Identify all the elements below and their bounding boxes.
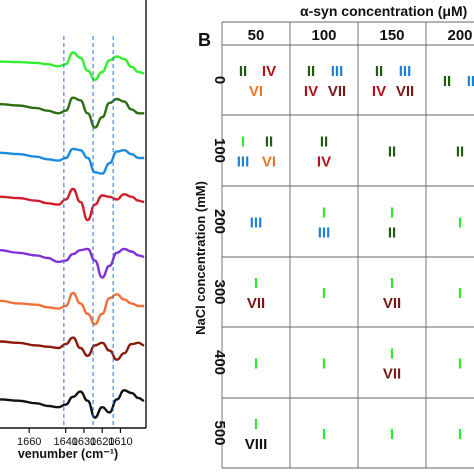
col-axis-title: α-syn concentration (μM) [300,3,467,19]
cell-class-i: I [322,426,326,443]
cell-class-ii: II [239,63,247,80]
cell-class-vii: VII [247,295,265,312]
cell-class-iv: IV [372,83,386,100]
cell-class-i: I [254,356,258,373]
row-header-100: 100 [211,138,228,163]
row-headers: 0 100 200 300 400 500 [211,76,228,446]
cell-class-iii: III [250,215,263,232]
col-header-50: 50 [248,27,265,44]
cell-class-i: I [390,205,394,222]
reference-lines [63,36,114,428]
cell-class-ii: II [388,225,396,242]
cell-class-iv: IV [262,63,276,80]
cell-class-vi: VI [249,83,263,100]
cell-class-viii: VIII [245,436,268,453]
cell-class-ii: II [443,73,451,90]
cell-class-i: I [458,285,462,302]
row-header-200: 200 [211,209,228,234]
panel-b-label: B [198,30,211,50]
spectrum-line-1 [0,51,145,82]
spectrum-line-7 [0,336,145,361]
cell-class-i: I [241,134,245,151]
x-tick-label-1620: 1620 [90,436,114,448]
spectrum-line-3 [0,147,145,175]
cell-class-iii: III [237,154,250,171]
cell-class-i: I [458,426,462,443]
cell-class-i: I [458,356,462,373]
spectrum-line-2 [0,96,145,129]
cell-class-vii: VII [396,83,414,100]
cell-class-i: I [254,275,258,292]
cell-class-ii: II [265,134,273,151]
x-tick-label-1660: 1660 [17,436,41,448]
cell-class-i: I [322,285,326,302]
panel-b-table: B α-syn concentration (μM) NaCl concentr… [193,3,474,469]
spectrum-line-6 [0,291,145,326]
spectrum-line-5 [0,247,145,279]
row-header-0: 0 [211,76,228,84]
cell-class-iv: IV [304,83,318,100]
table-cells: IIIVVIIIIIIIVVIIIIIIIIVVIIIIIIIIIIIIIVII… [237,63,474,453]
row-header-500: 500 [211,420,228,445]
spectra-curves [0,51,145,419]
panel-a-x-axis-title: venumber (cm⁻¹) [18,447,118,461]
panel-a-axes [0,0,147,429]
row-header-300: 300 [211,279,228,304]
cell-class-i: I [322,356,326,373]
cell-class-ii: II [307,63,315,80]
cell-class-iii: III [331,63,344,80]
cell-class-i: I [390,346,394,363]
x-tick-label-1610: 1610 [108,436,132,448]
cell-class-i: I [390,275,394,292]
row-axis-title: NaCl concentration (mM) [193,181,208,335]
cell-class-ii: II [320,134,328,151]
cell-class-iii: III [399,63,412,80]
cell-class-vii: VII [383,295,401,312]
cell-class-iii: III [467,73,474,90]
cell-class-i: I [458,215,462,232]
cell-class-ii: II [388,144,396,161]
cell-class-i: I [254,416,258,433]
column-headers: 50 100 150 200 [248,27,473,44]
spectrum-line-8 [0,389,145,419]
cell-class-i: I [322,205,326,222]
cell-class-vi: VI [262,154,276,171]
cell-class-iii: III [318,225,331,242]
x-tick-label-1640: 1640 [53,436,77,448]
cell-class-iv: IV [317,154,331,171]
col-header-150: 150 [379,27,404,44]
cell-class-vii: VII [328,83,346,100]
cell-class-ii: II [456,144,464,161]
table-grid [221,21,474,469]
row-header-400: 400 [211,350,228,375]
col-header-100: 100 [311,27,336,44]
spectrum-line-4 [0,187,145,222]
cell-class-i: I [390,426,394,443]
cell-class-ii: II [375,63,383,80]
cell-class-vii: VII [383,366,401,383]
x-tick-label-1630: 1630 [72,436,96,448]
col-header-200: 200 [447,27,472,44]
